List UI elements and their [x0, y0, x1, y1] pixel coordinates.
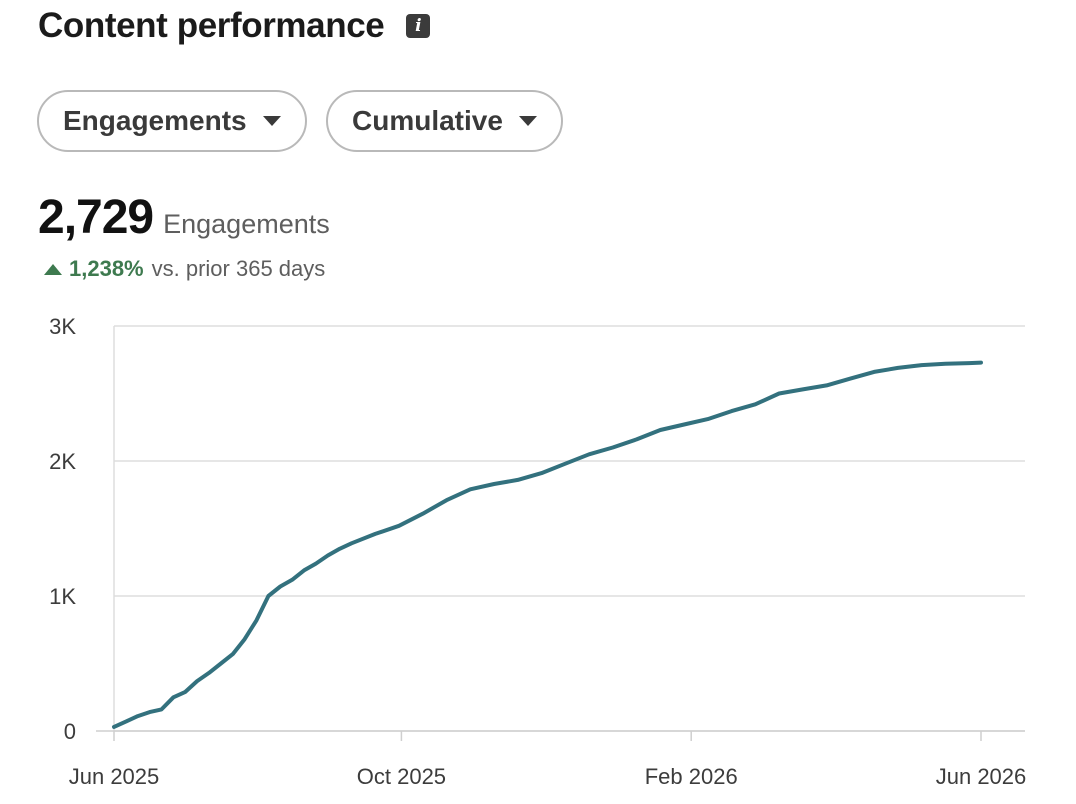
- y-tick-label: 0: [64, 719, 76, 744]
- x-tick-label: Oct 2025: [357, 764, 446, 789]
- kpi-label: Engagements: [163, 209, 330, 239]
- x-tick-label: Feb 2026: [645, 764, 738, 789]
- arrow-up-icon: [44, 263, 62, 275]
- kpi-value: 2,729: [38, 191, 154, 244]
- kpi-delta: 1,238% vs. prior 365 days: [44, 256, 325, 282]
- header: Content performance i: [38, 6, 431, 46]
- x-tick-label: Jun 2026: [936, 764, 1027, 789]
- page-title: Content performance: [38, 6, 385, 45]
- series-line: [112, 360, 983, 729]
- y-tick-label: 1K: [49, 584, 76, 609]
- kpi-summary: 2,729 Engagements: [38, 190, 330, 245]
- delta-percent: 1,238%: [69, 256, 144, 281]
- y-tick-label: 2K: [49, 449, 76, 474]
- mode-dropdown-label: Cumulative: [352, 105, 503, 136]
- metric-dropdown[interactable]: Engagements: [37, 90, 307, 152]
- info-icon[interactable]: i: [406, 14, 431, 38]
- mode-dropdown[interactable]: Cumulative: [326, 90, 563, 152]
- caret-down-icon: [518, 116, 537, 126]
- caret-down-icon: [262, 116, 281, 126]
- delta-text: vs. prior 365 days: [151, 256, 326, 281]
- metric-dropdown-label: Engagements: [63, 105, 247, 136]
- engagements-line-chart: 0 1K 2K 3K Jun 2025 Oct 2025 Feb 2026 Jun 2026: [49, 314, 1027, 789]
- x-tick-label: Jun 2025: [69, 764, 160, 789]
- y-tick-label: 3K: [49, 314, 76, 339]
